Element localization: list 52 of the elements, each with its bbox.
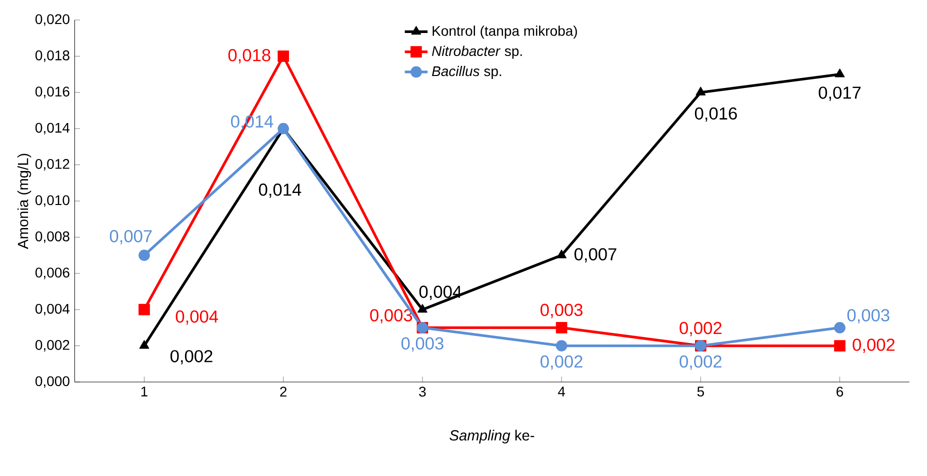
data-label: 0,007 xyxy=(110,230,152,244)
y-tick-label: 0,010 xyxy=(35,195,70,207)
data-label: 0,018 xyxy=(228,49,270,64)
y-tick-label: 0,006 xyxy=(35,268,70,280)
y-tick-label: 0,018 xyxy=(35,50,70,62)
data-label: 0,017 xyxy=(818,86,861,101)
legend-label: Kontrol (tanpa mikroba) xyxy=(432,26,577,39)
y-tick-label: 0,012 xyxy=(35,159,70,171)
x-tick-label: 2 xyxy=(280,386,287,396)
y-tick-label: 0,000 xyxy=(35,376,70,388)
point xyxy=(278,50,290,62)
point xyxy=(696,86,706,96)
x-axis-title: Sampling ke- xyxy=(450,430,534,444)
point xyxy=(138,304,150,316)
y-axis-title: Amonia (mg/L) xyxy=(17,154,32,250)
data-label: 0,002 xyxy=(170,350,212,364)
x-tick-label: 5 xyxy=(697,386,704,396)
legend-label: Bacillus sp. xyxy=(432,66,502,79)
point xyxy=(556,250,567,258)
data-label: 0,002 xyxy=(540,355,582,370)
data-label: 0,003 xyxy=(540,304,582,318)
data-label: 0,002 xyxy=(680,322,722,336)
point xyxy=(417,304,428,313)
data-label: 0,003 xyxy=(370,309,412,324)
point xyxy=(556,322,568,334)
y-tick-label: 0,020 xyxy=(35,14,70,26)
y-tick-label: 0,014 xyxy=(35,122,70,134)
point xyxy=(834,322,846,334)
y-tick-label: 0,004 xyxy=(35,304,70,316)
data-label: 0,014 xyxy=(258,184,302,198)
point xyxy=(138,250,150,261)
data-label: 0,007 xyxy=(574,248,616,262)
x-tick-label: 3 xyxy=(419,386,426,397)
y-tick-label: 0,002 xyxy=(35,340,70,352)
x-tick-label: 6 xyxy=(836,386,844,397)
point xyxy=(278,122,290,134)
data-label: 0,003 xyxy=(847,309,890,324)
y-tick-label: 0,016 xyxy=(35,86,70,98)
point xyxy=(834,340,846,352)
data-label: 0,002 xyxy=(680,355,722,370)
data-label: 0,002 xyxy=(852,338,895,353)
data-label: 0,004 xyxy=(176,310,218,325)
x-tick-label: 4 xyxy=(558,386,566,396)
legend-label: Nitrobacter sp. xyxy=(432,46,522,59)
point xyxy=(139,340,150,349)
data-label: 0,003 xyxy=(401,337,444,352)
y-tick-label: 0,008 xyxy=(35,231,70,243)
data-label: 0,004 xyxy=(419,286,462,300)
point xyxy=(556,340,568,352)
x-tick-label: 1 xyxy=(141,386,148,396)
data-label: 0,016 xyxy=(694,107,737,122)
point xyxy=(834,68,845,78)
